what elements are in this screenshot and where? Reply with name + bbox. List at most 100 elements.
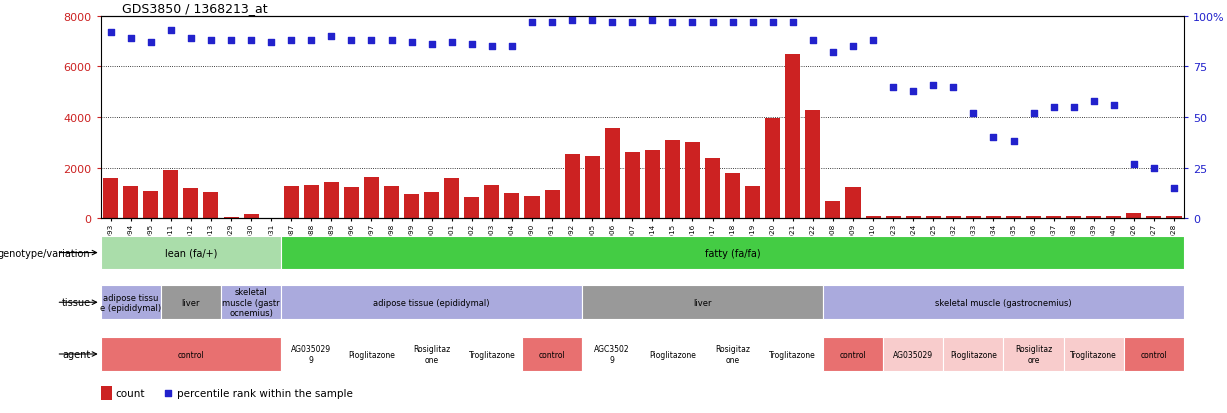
Bar: [244, 215, 259, 219]
Bar: [401, 337, 461, 371]
Point: [703, 19, 723, 26]
Text: fatty (fa/fa): fatty (fa/fa): [704, 248, 761, 258]
Point: [864, 38, 883, 44]
Text: AG035029
9: AG035029 9: [291, 344, 331, 364]
Point: [643, 17, 663, 24]
Bar: [625, 153, 639, 219]
Text: agent: agent: [63, 349, 91, 359]
Bar: [987, 216, 1001, 219]
Text: skeletal
muscle (gastr
ocnemius): skeletal muscle (gastr ocnemius): [222, 288, 280, 317]
Point: [583, 17, 602, 24]
Bar: [1026, 216, 1040, 219]
Bar: [785, 55, 800, 219]
Text: Pioglitazone: Pioglitazone: [950, 350, 996, 358]
Bar: [763, 337, 823, 371]
Point: [944, 84, 963, 91]
Point: [903, 88, 923, 95]
Bar: [521, 337, 582, 371]
Bar: [665, 140, 680, 219]
Bar: [101, 386, 112, 400]
Bar: [101, 337, 281, 371]
Point: [682, 19, 702, 26]
Point: [321, 33, 341, 40]
Point: [442, 40, 461, 46]
Text: liver: liver: [693, 298, 712, 307]
Point: [883, 84, 903, 91]
Bar: [221, 286, 281, 319]
Text: control: control: [539, 350, 566, 358]
Bar: [545, 190, 560, 219]
Bar: [204, 192, 218, 219]
Text: tissue: tissue: [61, 297, 91, 308]
Text: Troglitazone: Troglitazone: [769, 350, 816, 358]
Point: [362, 38, 382, 44]
Point: [1064, 104, 1083, 111]
Point: [482, 43, 502, 50]
Point: [843, 43, 863, 50]
Bar: [144, 191, 158, 219]
Point: [1044, 104, 1064, 111]
Point: [1104, 102, 1124, 109]
Text: liver: liver: [182, 298, 200, 307]
Bar: [123, 187, 139, 219]
Point: [1124, 161, 1144, 168]
Bar: [564, 154, 579, 219]
Bar: [1107, 216, 1121, 219]
Point: [141, 40, 161, 46]
Bar: [1167, 217, 1182, 219]
Point: [121, 36, 141, 42]
Bar: [582, 286, 823, 319]
Bar: [163, 171, 178, 219]
Point: [663, 19, 682, 26]
Bar: [745, 187, 761, 219]
Text: adipose tissue (epididymal): adipose tissue (epididymal): [373, 298, 490, 307]
Point: [1023, 110, 1043, 117]
Point: [1011, 247, 1031, 253]
Point: [523, 19, 542, 26]
Bar: [1086, 216, 1102, 219]
Bar: [643, 337, 703, 371]
Bar: [645, 151, 660, 219]
Bar: [1064, 337, 1124, 371]
Bar: [886, 216, 901, 219]
Bar: [1124, 337, 1184, 371]
Point: [783, 19, 802, 26]
Bar: [341, 337, 401, 371]
Bar: [281, 236, 1184, 270]
Text: control: control: [1141, 350, 1167, 358]
Text: control: control: [839, 350, 866, 358]
Point: [161, 27, 180, 34]
Text: AGC3502
9: AGC3502 9: [594, 344, 629, 364]
Bar: [1126, 214, 1141, 219]
Text: GDS3850 / 1368213_at: GDS3850 / 1368213_at: [123, 2, 267, 15]
Bar: [605, 129, 620, 219]
Point: [602, 19, 622, 26]
Bar: [461, 337, 521, 371]
Bar: [324, 183, 339, 219]
Text: Troglitazone: Troglitazone: [469, 350, 515, 358]
Point: [562, 17, 582, 24]
Bar: [944, 337, 1004, 371]
Bar: [725, 173, 740, 219]
Bar: [524, 196, 540, 219]
Point: [1144, 165, 1163, 172]
Point: [422, 42, 442, 48]
Bar: [223, 218, 238, 219]
Text: Rosiglitaz
one: Rosiglitaz one: [413, 344, 450, 364]
Bar: [826, 202, 840, 219]
Point: [261, 40, 281, 46]
Point: [823, 50, 843, 56]
Point: [542, 19, 562, 26]
Point: [984, 135, 1004, 141]
Bar: [404, 195, 420, 219]
Bar: [766, 119, 780, 219]
Bar: [425, 192, 439, 219]
Text: genotype/variation: genotype/variation: [0, 248, 91, 258]
Bar: [304, 186, 319, 219]
Bar: [966, 216, 980, 219]
Point: [963, 110, 983, 117]
Bar: [883, 337, 944, 371]
Bar: [703, 337, 763, 371]
Point: [101, 29, 120, 36]
Bar: [823, 337, 883, 371]
